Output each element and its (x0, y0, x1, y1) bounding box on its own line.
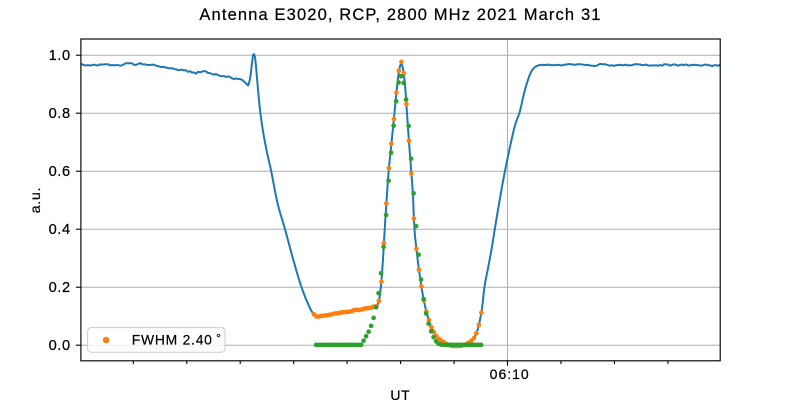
svg-text:FWHM 2.40 °: FWHM 2.40 ° (132, 331, 222, 348)
svg-text:0.8: 0.8 (49, 106, 71, 122)
svg-text:0.4: 0.4 (49, 222, 71, 238)
svg-text:Antenna E3020, RCP, 2800 MHz 2: Antenna E3020, RCP, 2800 MHz 2021 March … (199, 6, 601, 24)
svg-text:1.0: 1.0 (49, 48, 71, 64)
svg-text:0.0: 0.0 (49, 338, 71, 354)
svg-text:a.u.: a.u. (27, 187, 43, 214)
svg-text:0.2: 0.2 (49, 280, 71, 296)
svg-text:0.6: 0.6 (49, 164, 71, 180)
svg-text:UT: UT (390, 387, 410, 400)
svg-text:06:10: 06:10 (490, 366, 530, 382)
